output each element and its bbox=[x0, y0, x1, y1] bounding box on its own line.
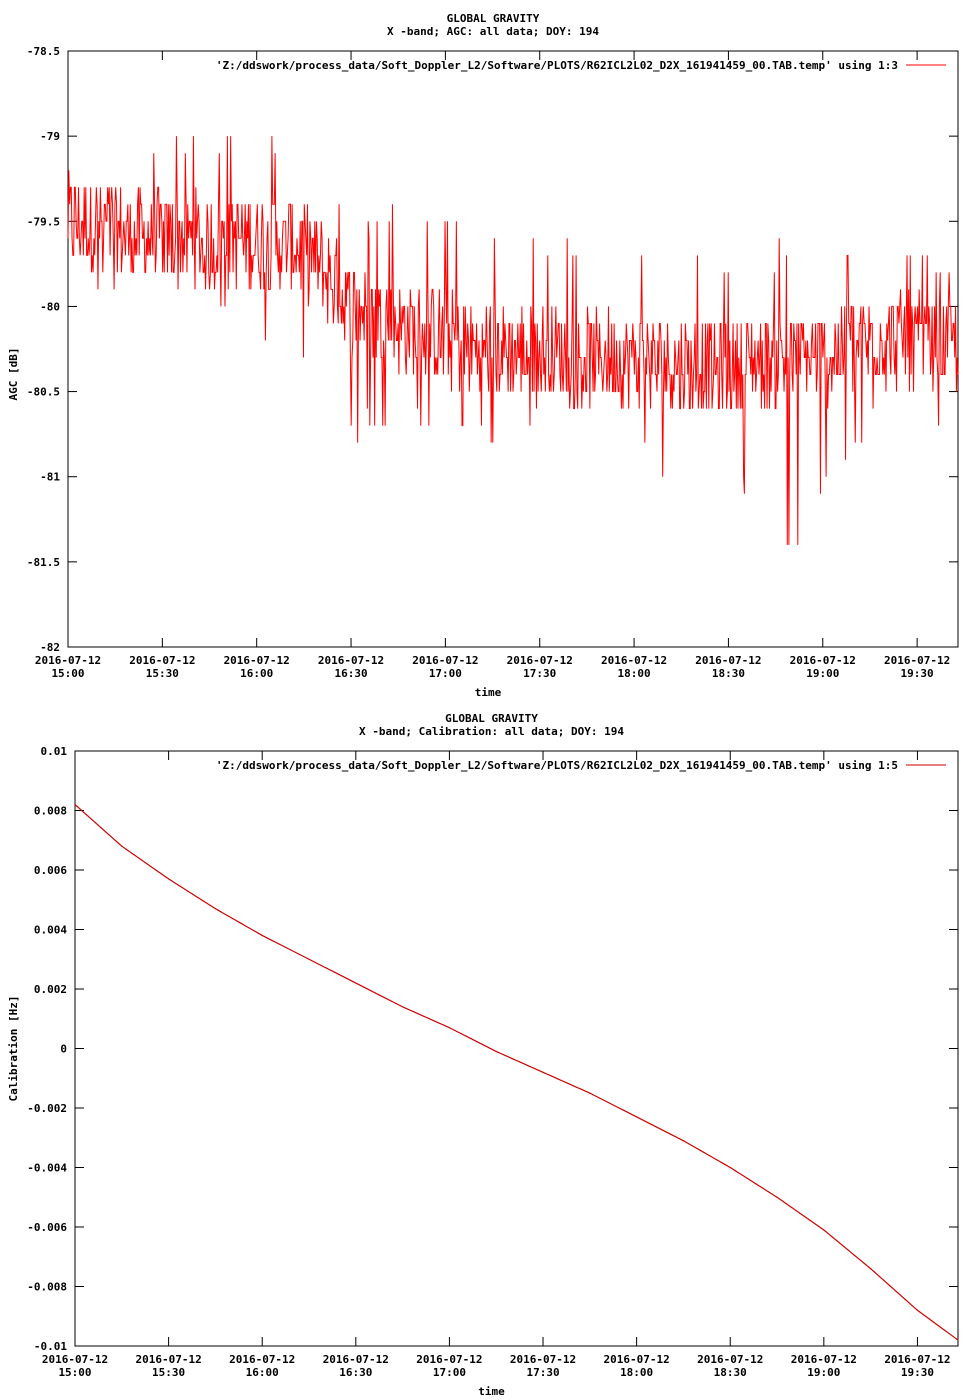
calibration-data-point bbox=[74, 803, 76, 806]
x-tick-date-label: 2016-07-12 bbox=[318, 654, 384, 667]
x-tick-date-label: 2016-07-12 bbox=[224, 654, 290, 667]
y-tick-label: 0.01 bbox=[41, 745, 68, 758]
y-tick-label: -81 bbox=[40, 471, 60, 484]
calibration-data-point bbox=[729, 1166, 731, 1169]
chart-subtitle: X -band; AGC: all data; DOY: 194 bbox=[387, 25, 599, 38]
x-tick-time-label: 16:30 bbox=[339, 1366, 372, 1379]
x-tick-time-label: 19:00 bbox=[807, 1366, 840, 1379]
calibration-data-point bbox=[402, 1006, 404, 1008]
agc-series-line bbox=[67, 136, 959, 545]
calibration-data-point bbox=[776, 1196, 778, 1198]
x-axis-label: time bbox=[478, 1385, 505, 1398]
calibration-data-point bbox=[308, 958, 310, 960]
y-tick-label: -0.008 bbox=[27, 1281, 67, 1294]
x-tick-date-label: 2016-07-12 bbox=[323, 1353, 389, 1366]
calibration-data-point bbox=[214, 908, 217, 910]
x-tick-time-label: 15:00 bbox=[58, 1366, 91, 1379]
x-tick-date-label: 2016-07-12 bbox=[510, 1353, 576, 1366]
y-tick-label: -80 bbox=[40, 300, 60, 313]
x-tick-time-label: 18:30 bbox=[714, 1366, 747, 1379]
x-tick-time-label: 15:00 bbox=[51, 667, 84, 680]
x-tick-date-label: 2016-07-12 bbox=[791, 1353, 857, 1366]
x-tick-time-label: 18:00 bbox=[620, 1366, 653, 1379]
y-tick-label: 0.008 bbox=[34, 805, 67, 818]
x-tick-date-label: 2016-07-12 bbox=[229, 1353, 295, 1366]
legend-label: 'Z:/ddswork/process_data/Soft_Doppler_L2… bbox=[216, 59, 898, 72]
x-tick-time-label: 16:30 bbox=[334, 667, 367, 680]
y-tick-label: 0.002 bbox=[34, 983, 67, 996]
calibration-data-point bbox=[823, 1229, 825, 1231]
x-tick-time-label: 17:00 bbox=[429, 667, 462, 680]
x-tick-date-label: 2016-07-12 bbox=[884, 1353, 950, 1366]
plot-frame bbox=[74, 750, 959, 1347]
plot-frame bbox=[67, 50, 959, 648]
x-tick-date-label: 2016-07-12 bbox=[697, 1353, 763, 1366]
y-tick-label: -79 bbox=[40, 130, 60, 143]
x-tick-date-label: 2016-07-12 bbox=[42, 1353, 108, 1366]
y-axis-label: Calibration [Hz] bbox=[7, 996, 20, 1102]
y-tick-label: -78.5 bbox=[27, 45, 60, 58]
calibration-data-point bbox=[355, 982, 357, 984]
chart-title: GLOBAL GRAVITY bbox=[445, 712, 538, 725]
y-tick-label: -81.5 bbox=[27, 556, 60, 569]
calibration-data-point bbox=[589, 1092, 591, 1094]
x-tick-date-label: 2016-07-12 bbox=[135, 1353, 201, 1366]
y-tick-label: 0.004 bbox=[34, 924, 67, 937]
x-tick-date-label: 2016-07-12 bbox=[129, 654, 195, 667]
x-tick-time-label: 18:30 bbox=[712, 667, 745, 680]
calibration-data-point bbox=[168, 878, 170, 880]
calibration-data-point bbox=[916, 1309, 919, 1311]
y-tick-label: -82 bbox=[40, 641, 60, 654]
x-tick-date-label: 2016-07-12 bbox=[884, 654, 950, 667]
x-tick-date-label: 2016-07-12 bbox=[416, 1353, 482, 1366]
y-tick-label: -0.006 bbox=[27, 1221, 67, 1234]
chart-subtitle: X -band; Calibration: all data; DOY: 194 bbox=[359, 725, 624, 738]
x-tick-date-label: 2016-07-12 bbox=[790, 654, 856, 667]
y-tick-label: -0.002 bbox=[27, 1102, 67, 1115]
calibration-series-line bbox=[74, 804, 959, 1341]
calibration-data-point bbox=[448, 1027, 451, 1029]
x-tick-time-label: 16:00 bbox=[246, 1366, 279, 1379]
y-tick-label: 0 bbox=[60, 1043, 67, 1056]
calibration-data-point bbox=[495, 1050, 497, 1053]
x-tick-time-label: 16:00 bbox=[240, 667, 273, 680]
x-tick-date-label: 2016-07-12 bbox=[604, 1353, 670, 1366]
x-tick-date-label: 2016-07-12 bbox=[507, 654, 573, 667]
y-tick-label: -0.01 bbox=[34, 1340, 67, 1353]
y-tick-label: -79.5 bbox=[27, 215, 60, 228]
x-tick-time-label: 15:30 bbox=[146, 667, 179, 680]
calibration-data-point bbox=[542, 1071, 544, 1073]
calibration-data-point bbox=[121, 845, 123, 847]
calibration-data-point bbox=[682, 1140, 685, 1142]
x-tick-time-label: 19:30 bbox=[901, 667, 934, 680]
legend-label: 'Z:/ddswork/process_data/Soft_Doppler_L2… bbox=[216, 759, 898, 772]
x-tick-time-label: 19:00 bbox=[806, 667, 839, 680]
y-tick-label: 0.006 bbox=[34, 864, 67, 877]
x-tick-date-label: 2016-07-12 bbox=[35, 654, 101, 667]
y-axis-label: AGC [dB] bbox=[7, 348, 20, 401]
calibration-data-point bbox=[636, 1116, 638, 1118]
y-tick-label: -80.5 bbox=[27, 386, 60, 399]
chart-title: GLOBAL GRAVITY bbox=[447, 12, 540, 25]
x-tick-date-label: 2016-07-12 bbox=[601, 654, 667, 667]
x-tick-time-label: 19:30 bbox=[901, 1366, 934, 1379]
x-tick-time-label: 17:30 bbox=[526, 1366, 559, 1379]
y-tick-label: -0.004 bbox=[27, 1162, 67, 1175]
x-tick-time-label: 17:30 bbox=[523, 667, 556, 680]
x-tick-date-label: 2016-07-12 bbox=[695, 654, 761, 667]
x-tick-time-label: 15:30 bbox=[152, 1366, 185, 1379]
x-tick-time-label: 17:00 bbox=[433, 1366, 466, 1379]
x-tick-date-label: 2016-07-12 bbox=[412, 654, 478, 667]
calibration-data-point bbox=[957, 1339, 959, 1341]
calibration-data-point bbox=[261, 934, 263, 937]
calibration-data-point bbox=[870, 1268, 872, 1270]
x-axis-label: time bbox=[475, 686, 502, 699]
x-tick-time-label: 18:00 bbox=[618, 667, 651, 680]
